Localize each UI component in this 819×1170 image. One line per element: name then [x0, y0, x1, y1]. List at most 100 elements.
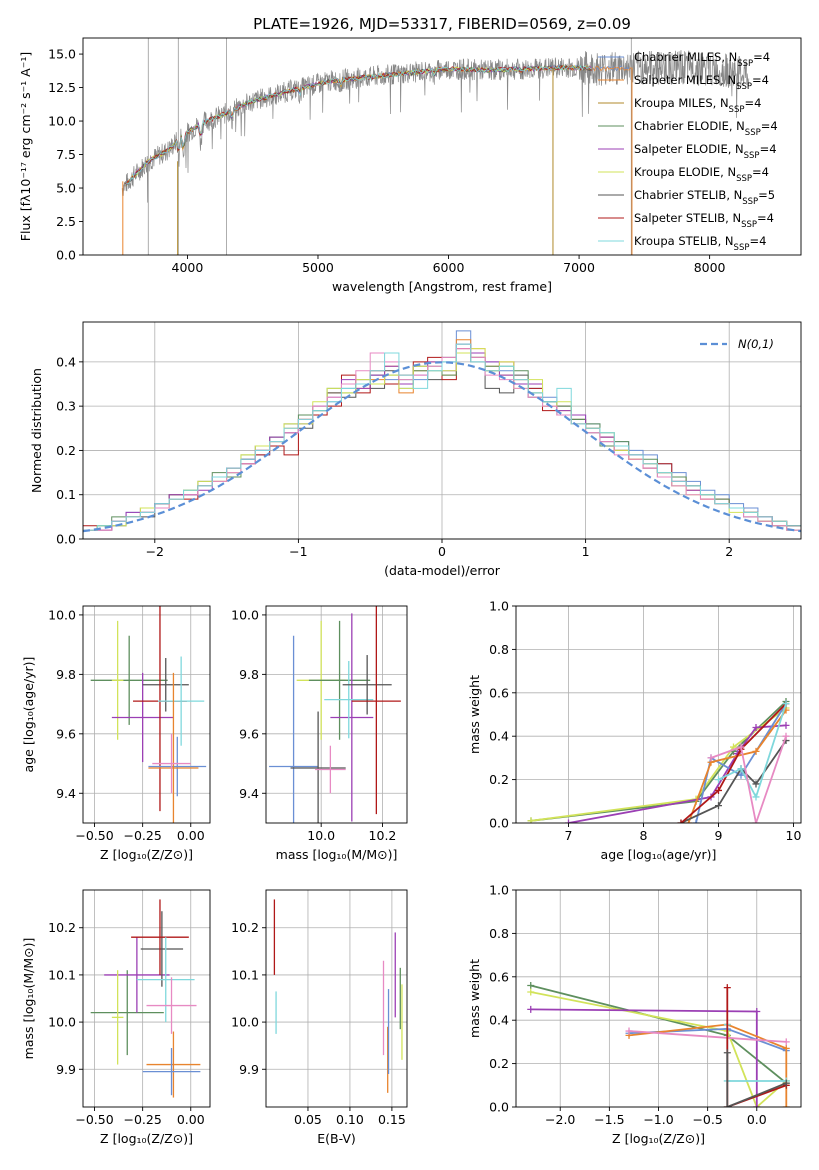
spectrum-panel: 4000 5000 6000 7000 8000 0.0 2.5 5.0 7.5 10.0 12.5…	[18, 15, 802, 294]
y-tick-label: 0.8	[489, 642, 509, 657]
y-tick-label: 10.0	[48, 1015, 76, 1030]
y-tick-label: 9.8	[239, 667, 259, 682]
y-tick-label: 10.1	[231, 967, 259, 982]
x-tick-label: 8000	[694, 260, 726, 275]
y-axis-label: mass weight	[467, 959, 482, 1038]
legend-entry: Kroupa ELODIE, NSSP=4	[634, 165, 769, 184]
massweight-line-salpeter-miles	[687, 709, 787, 823]
x-tick-label: −0.5	[692, 1112, 722, 1127]
x-tick-label: −0.25	[123, 1112, 161, 1127]
legend-label: Salpeter ELODIE, N	[634, 142, 744, 156]
massweight-vs-metallicity-panel: −2.0 −1.5 −1.0 −0.5 0.0 0.0 0.2 0.4 0.6 0.8 1.0 Z […	[467, 883, 802, 1146]
x-tick-label: −0.25	[123, 828, 161, 843]
x-axis-label: wavelength [Angstrom, rest frame]	[332, 279, 552, 294]
plot-area	[273, 899, 403, 1093]
legend-label: Kroupa ELODIE, N	[634, 165, 736, 179]
legend-suffix: =4	[761, 119, 778, 133]
errorbar-point-salpeter-elodie	[104, 937, 170, 1013]
massweight-marker	[782, 732, 790, 740]
x-tick-label: −2	[146, 544, 164, 559]
x-tick-label: 8	[640, 828, 648, 843]
y-axis-label: age [log₁₀(age/yr)]	[21, 657, 36, 773]
errorbar-point-chabrier-elodie	[90, 635, 168, 725]
massweight-marker	[752, 780, 760, 788]
legend-entry: Chabrier ELODIE, NSSP=4	[634, 119, 778, 138]
x-axis-label: Z [log₁₀(Z/Z⊙)]	[100, 1131, 193, 1146]
legend-subscript: SSP	[744, 151, 760, 161]
errorbar-point-salpeter-stelib	[351, 606, 401, 815]
legend-suffix: =4	[744, 96, 761, 110]
massweight-marker	[752, 793, 760, 801]
x-axis-label: (data-model)/error	[384, 563, 501, 578]
y-tick-label: 1.0	[489, 599, 509, 614]
model-spectrum-salpeter-miles	[124, 64, 632, 187]
y-tick-label: 0.3	[56, 399, 76, 414]
errorbar-point-kroupa-elodie	[111, 970, 124, 1065]
legend-suffix: =4	[752, 165, 769, 179]
legend-entry: Salpeter ELODIE, NSSP=4	[634, 142, 777, 161]
massweight-marker	[782, 1044, 790, 1052]
x-tick-label: 0.15	[378, 1112, 406, 1127]
age-vs-metallicity-panel: −0.50 −0.25 0.00 9.4 9.6 9.8 10.0 Z [log₁₀(Z/Z⊙…	[21, 605, 211, 862]
y-axis-label: Normed distribution	[29, 368, 44, 493]
massweight-marker	[782, 721, 790, 729]
y-tick-label: 0.2	[489, 772, 509, 787]
legend-subscript: SSP	[741, 220, 757, 230]
residuals-legend: N(0,1)	[700, 337, 774, 351]
errorbar-point-chabrier-miles	[269, 635, 319, 823]
massweight-marker	[753, 1008, 761, 1016]
massweight-marker	[782, 1079, 790, 1087]
massweight-line-chabrier-miles	[695, 703, 787, 823]
axes-frame	[82, 321, 802, 540]
y-tick-label: 10.2	[231, 920, 259, 935]
y-tick-label: 0.6	[489, 969, 509, 984]
massweight-line-salpeter-stelib	[680, 702, 787, 823]
y-tick-label: 1.0	[489, 883, 509, 898]
legend-label: Kroupa MILES, N	[634, 96, 729, 110]
y-tick-label: 0.2	[56, 443, 76, 458]
x-tick-label: −1.5	[594, 1112, 624, 1127]
plot-area	[527, 981, 790, 1107]
y-tick-label: 10.0	[48, 607, 76, 622]
grid	[516, 889, 801, 1108]
plot-area	[83, 330, 801, 539]
massweight-marker	[737, 771, 745, 779]
y-tick-label: 0.2	[489, 1056, 509, 1071]
legend-entry: Salpeter MILES, NSSP=4	[634, 73, 769, 92]
x-axis-label: E(B-V)	[317, 1131, 356, 1146]
x-tick-label: 10	[786, 828, 802, 843]
plot-area	[90, 606, 207, 823]
x-tick-label: 7000	[563, 260, 595, 275]
y-tick-label: 0.8	[489, 926, 509, 941]
y-tick-label: 0.4	[489, 1013, 509, 1028]
y-tick-label: 10.1	[48, 967, 76, 982]
grid	[83, 890, 210, 1107]
errorbar-point-salpeter-elodie	[330, 613, 374, 822]
x-tick-label: 9	[715, 828, 723, 843]
massweight-line-chabrier-stelib	[726, 1052, 787, 1107]
errorbar-point-salpeter-stelib	[131, 899, 189, 975]
chart-title: PLATE=1926, MJD=53317, FIBERID=0569, z=0…	[253, 15, 631, 33]
massweight-line-kroupa-stelib	[718, 703, 787, 800]
errorbar-point-chabrier-stelib	[342, 655, 392, 715]
normal-distribution-curve	[83, 361, 801, 533]
y-tick-label: 9.9	[56, 1062, 76, 1077]
x-tick-label: −1.0	[643, 1112, 673, 1127]
errorbar-point-chabrier-miles	[142, 1048, 201, 1096]
x-tick-label: 0	[438, 544, 446, 559]
massweight-marker	[752, 747, 760, 755]
errorbar-point-pink	[315, 745, 346, 794]
massweight-line-pink	[710, 735, 787, 823]
massweight-marker	[715, 776, 722, 784]
plot-area	[90, 899, 201, 1098]
y-tick-label: 10.0	[231, 1015, 259, 1030]
legend-suffix: =5	[758, 188, 775, 202]
errorbar-point-chabrier-stelib	[142, 658, 189, 712]
errorbar-point-kroupa-stelib	[136, 937, 195, 1023]
grid	[83, 606, 210, 823]
plot-area	[527, 697, 790, 823]
massweight-marker	[782, 700, 790, 708]
y-tick-label: 10.0	[48, 114, 76, 129]
y-axis-label: mass weight	[467, 675, 482, 754]
massweight-marker	[707, 754, 715, 762]
